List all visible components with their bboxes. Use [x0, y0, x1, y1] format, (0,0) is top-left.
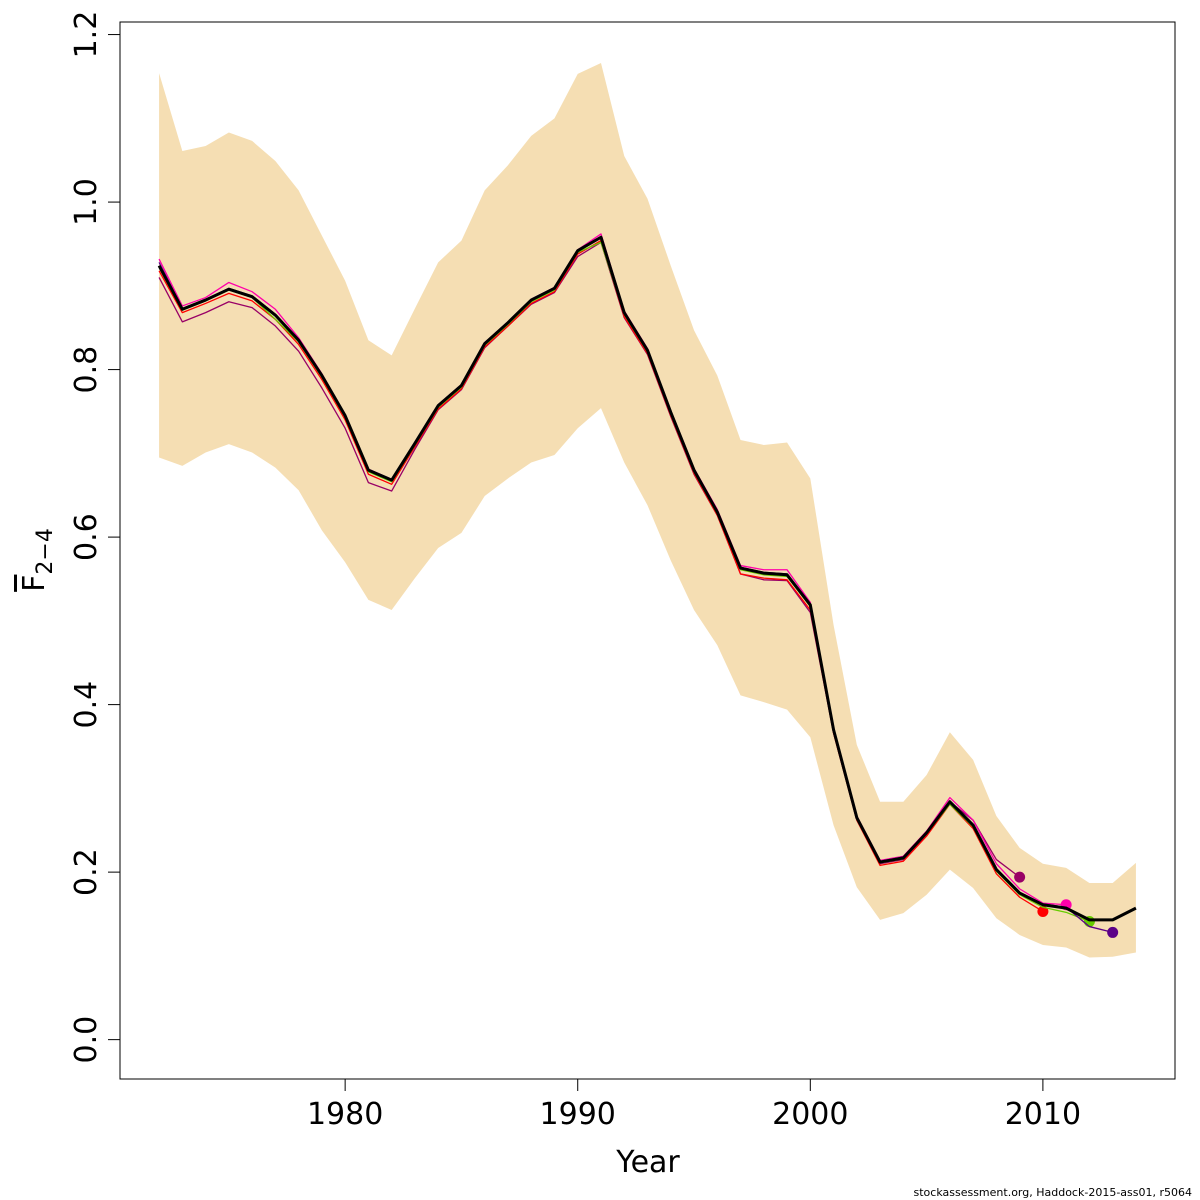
y-axis-label-sub: 2−4 [33, 528, 58, 574]
y-tick-label: 1.2 [69, 11, 104, 59]
retro-end-point [1107, 926, 1119, 938]
plot-area [157, 63, 1137, 958]
y-tick-label: 0.4 [69, 681, 104, 729]
retro-end-point [1037, 905, 1049, 917]
y-tick-label: 1.0 [69, 178, 104, 226]
retro-end-point [1014, 871, 1026, 883]
x-tick-label: 2000 [772, 1097, 848, 1132]
footer-note: stockassessment.org, Haddock-2015-ass01,… [914, 1186, 1193, 1199]
x-tick-label: 1980 [307, 1097, 383, 1132]
x-tick-label: 1990 [540, 1097, 616, 1132]
x-tick-label: 2010 [1005, 1097, 1081, 1132]
y-axis-label-main: F [17, 575, 52, 592]
y-axis-label-group: F2−4 [17, 528, 58, 592]
confidence-band [159, 63, 1136, 958]
y-tick-label: 0.8 [69, 346, 104, 394]
plot-frame [119, 21, 1176, 1080]
x-axis-label: Year [615, 1145, 680, 1180]
y-tick-label: 0.2 [69, 848, 104, 896]
y-tick-label: 0.0 [69, 1016, 104, 1064]
y-tick-label: 0.6 [69, 513, 104, 561]
y-axis-label: F2−4 [17, 528, 58, 592]
main-line [157, 235, 1137, 922]
